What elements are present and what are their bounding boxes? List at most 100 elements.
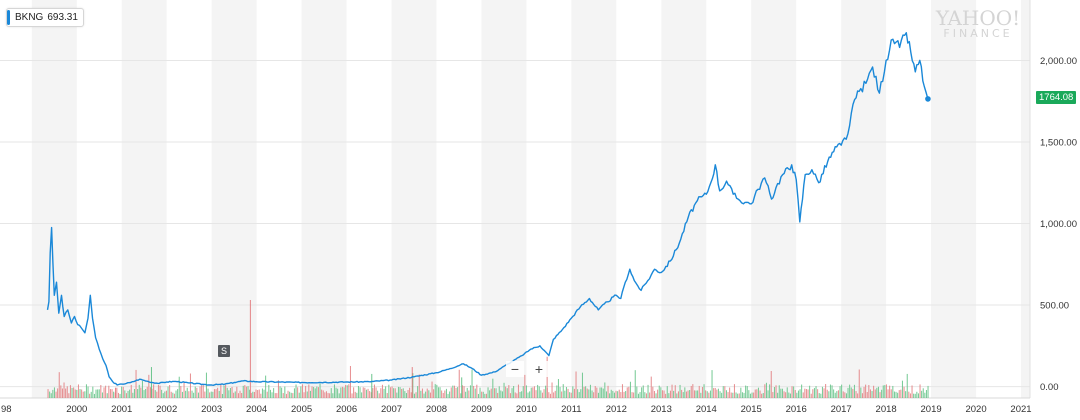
volume-bar <box>473 385 475 398</box>
volume-bar <box>396 392 398 398</box>
volume-bar <box>924 392 926 398</box>
volume-bar <box>770 371 772 398</box>
split-event-marker[interactable]: S <box>218 345 230 357</box>
volume-bar <box>402 388 404 398</box>
volume-bar <box>711 370 713 398</box>
volume-bar <box>660 387 662 398</box>
volume-bar <box>146 386 148 398</box>
volume-bar <box>287 390 289 398</box>
series-legend[interactable]: BKNG 693.31 <box>6 8 84 27</box>
volume-bar <box>642 385 644 398</box>
volume-bar <box>169 384 171 398</box>
volume-bar <box>554 390 556 398</box>
volume-bar <box>786 387 788 398</box>
volume-bar <box>437 387 439 398</box>
volume-bar <box>337 388 339 398</box>
volume-bar <box>804 388 806 398</box>
volume-bar <box>583 386 585 398</box>
volume-bar <box>615 390 617 398</box>
volume-bar <box>239 390 241 398</box>
volume-bar <box>725 390 727 398</box>
volume-bar <box>805 389 807 398</box>
volume-bar <box>409 387 411 398</box>
volume-bar <box>813 388 815 398</box>
legend-value: 693.31 <box>47 12 78 23</box>
volume-bar <box>719 391 721 398</box>
volume-bar <box>457 387 459 398</box>
zoom-controls: − + <box>506 361 548 377</box>
volume-bar <box>577 389 579 398</box>
volume-bar <box>479 387 481 398</box>
volume-bar <box>901 380 903 398</box>
volume-bar <box>431 381 433 398</box>
volume-bar <box>260 393 262 398</box>
volume-bar <box>695 390 697 398</box>
volume-bar <box>189 373 191 398</box>
volume-bar <box>890 389 892 398</box>
volume-bar <box>706 391 708 398</box>
volume-bar <box>903 386 905 398</box>
volume-bar <box>90 391 92 398</box>
volume-bar <box>60 385 62 398</box>
volume-bar <box>338 393 340 398</box>
volume-bar <box>47 389 49 398</box>
volume-bar <box>463 386 465 398</box>
volume-bar <box>308 384 310 398</box>
volume-bar <box>397 386 399 398</box>
x-tick-label: 2007 <box>381 404 402 415</box>
volume-bar <box>401 388 403 398</box>
volume-bar <box>55 391 57 398</box>
volume-bar <box>185 390 187 398</box>
volume-bar <box>505 386 507 398</box>
volume-bar <box>252 391 254 398</box>
volume-bar <box>309 390 311 398</box>
volume-bar <box>703 384 705 398</box>
zoom-in-button[interactable]: + <box>530 361 548 377</box>
volume-bar <box>50 393 52 398</box>
x-tick-label: 2005 <box>291 404 312 415</box>
volume-bar <box>466 387 468 398</box>
zoom-out-button[interactable]: − <box>506 361 524 377</box>
volume-bar <box>919 384 921 398</box>
volume-bar <box>453 385 455 398</box>
legend-swatch <box>7 10 10 25</box>
volume-bar <box>586 388 588 398</box>
volume-bar <box>274 393 276 398</box>
volume-bar <box>197 392 199 398</box>
volume-bar <box>325 391 327 398</box>
volume-bar <box>665 393 667 398</box>
volume-bar <box>517 384 519 398</box>
volume-bar <box>175 390 177 398</box>
volume-bar <box>697 390 699 398</box>
volume-bar <box>196 387 198 398</box>
volume-bar <box>332 393 334 398</box>
volume-bar <box>885 384 887 398</box>
volume-bar <box>218 390 220 398</box>
volume-bar <box>105 385 107 398</box>
volume-bar <box>423 393 425 398</box>
volume-bar <box>607 385 609 398</box>
volume-bar <box>257 390 259 398</box>
price-line <box>46 32 929 386</box>
volume-bar <box>793 386 795 398</box>
volume-bar <box>839 386 841 398</box>
volume-bar <box>791 386 793 398</box>
volume-bar <box>858 369 860 398</box>
volume-bar <box>817 389 819 398</box>
volume-bar <box>354 391 356 398</box>
volume-bar <box>71 387 73 398</box>
volume-bar <box>74 389 76 398</box>
volume-bar <box>717 388 719 398</box>
volume-bar <box>658 385 660 398</box>
volume-bar <box>666 386 668 398</box>
volume-bar <box>585 386 587 398</box>
volume-bar <box>508 385 510 398</box>
volume-bar <box>759 390 761 398</box>
volume-bar <box>637 393 639 398</box>
volume-bar <box>68 393 70 398</box>
volume-bar <box>455 387 457 398</box>
volume-bar <box>61 388 63 398</box>
volume-bar <box>477 393 479 398</box>
volume-bar <box>681 389 683 398</box>
x-tick-label: 2020 <box>965 404 986 415</box>
